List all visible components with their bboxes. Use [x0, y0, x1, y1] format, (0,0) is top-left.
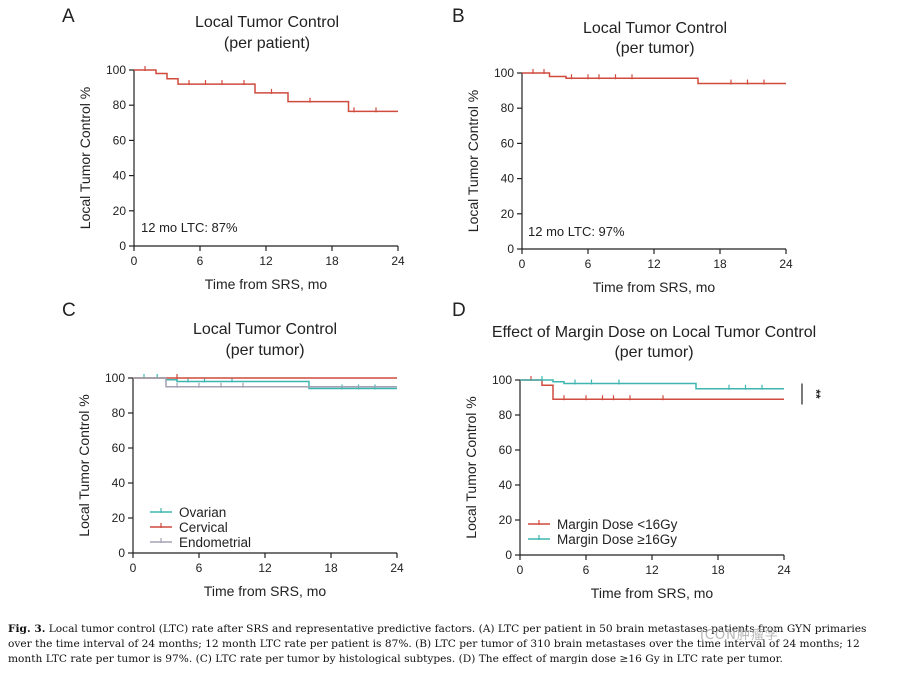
y-tick-label: 100 [494, 66, 514, 80]
y-axis-label: Local Tumor Control % [76, 394, 92, 536]
x-tick-label: 0 [517, 563, 524, 577]
y-tick-label: 60 [113, 133, 127, 147]
caption-text: Local tumor control (LTC) rate after SRS… [8, 623, 867, 665]
y-tick-label: 80 [499, 408, 513, 422]
legend-label: Cervical [179, 520, 228, 535]
legend-label: Ovarian [179, 505, 226, 520]
y-tick-label: 40 [113, 169, 127, 183]
y-axis-label: Local Tumor Control % [77, 87, 93, 229]
y-axis-label: Local Tumor Control % [463, 396, 479, 538]
x-tick-label: 18 [713, 257, 727, 271]
figure: A Local Tumor Control (per patient) 0 6 12 18 2… [62, 6, 823, 601]
x-tick-label: 18 [711, 563, 725, 577]
panel-letter-b: B [452, 6, 465, 27]
x-tick-label: 0 [519, 257, 526, 271]
x-tick-label: 0 [130, 561, 137, 575]
chart-panel-d: D Effect of Margin Dose on Local Tumor Co… [452, 300, 823, 601]
caption-label: Fig. 3. [8, 623, 46, 635]
y-tick-label: 20 [112, 511, 126, 525]
ltc-annotation: 12 mo LTC: 97% [528, 224, 625, 239]
y-tick-label: 40 [501, 172, 515, 186]
series-line-survival [134, 69, 398, 113]
x-tick-label: 6 [197, 254, 204, 268]
x-axis-label: Time from SRS, mo [591, 585, 714, 601]
x-tick-label: 12 [647, 257, 661, 271]
x-tick-label: 18 [325, 254, 339, 268]
x-tick-label: 24 [779, 257, 793, 271]
y-tick-label: 60 [501, 136, 515, 150]
panel-letter-d: D [452, 300, 466, 321]
x-tick-label: 6 [196, 561, 203, 575]
y-tick-label: 80 [501, 101, 515, 115]
chart-panel-c: C Local Tumor Control (per tumor) 0 6 12 18 24 0… [62, 300, 404, 599]
panel-letter-c: C [62, 300, 76, 321]
x-tick-label: 12 [645, 563, 659, 577]
y-tick-label: 60 [112, 441, 126, 455]
y-tick-label: 0 [507, 242, 514, 256]
panel-letter-a: A [62, 6, 75, 27]
y-tick-label: 80 [112, 406, 126, 420]
chart-title-line-2: (per patient) [224, 35, 310, 52]
chart-title-line-2: (per tumor) [615, 40, 694, 57]
chart-title-line-1: Local Tumor Control [583, 20, 727, 37]
y-tick-label: 20 [501, 207, 515, 221]
y-tick-label: 100 [492, 373, 512, 387]
x-tick-label: 0 [131, 254, 138, 268]
chart-title-line-1: Local Tumor Control [193, 321, 337, 338]
y-tick-label: 60 [499, 443, 513, 457]
series-line-margin-dose-16gy [520, 379, 784, 390]
significance-label: ** [809, 389, 823, 399]
y-tick-label: 100 [105, 371, 125, 385]
x-axis-label: Time from SRS, mo [593, 279, 716, 295]
x-tick-label: 12 [259, 254, 273, 268]
x-axis-label: Time from SRS, mo [205, 276, 328, 292]
chart-panel-b: B Local Tumor Control (per tumor) 0 6 12 18 24 0… [452, 6, 793, 295]
watermark-text: ICON肿瘤学 [700, 628, 779, 643]
y-tick-label: 20 [113, 204, 127, 218]
figure-caption: Fig. 3. Local tumor control (LTC) rate a… [8, 622, 893, 667]
chart-panel-a: A Local Tumor Control (per patient) 0 6 12 18 2… [62, 6, 405, 292]
ltc-annotation: 12 mo LTC: 87% [141, 220, 238, 235]
y-axis-label: Local Tumor Control % [465, 90, 481, 232]
y-tick-label: 20 [499, 513, 513, 527]
x-tick-label: 18 [324, 561, 338, 575]
chart-title-line-1: Local Tumor Control [195, 14, 339, 31]
x-tick-label: 6 [583, 563, 590, 577]
chart-title-line-1: Effect of Margin Dose on Local Tumor Con… [492, 324, 816, 341]
chart-title-line-2: (per tumor) [614, 344, 693, 361]
y-tick-label: 40 [499, 478, 513, 492]
x-tick-label: 12 [258, 561, 272, 575]
y-tick-label: 0 [119, 239, 126, 253]
y-tick-label: 100 [106, 63, 126, 77]
y-tick-label: 0 [505, 548, 512, 562]
series-line-survival [522, 72, 786, 85]
x-tick-label: 6 [585, 257, 592, 271]
y-tick-label: 40 [112, 476, 126, 490]
legend-label: Endometrial [179, 535, 251, 550]
legend-label: Margin Dose <16Gy [557, 517, 678, 532]
y-tick-label: 0 [118, 546, 125, 560]
chart-title-line-2: (per tumor) [225, 342, 304, 359]
x-tick-label: 24 [391, 254, 405, 268]
series-line-endometrial [133, 377, 397, 388]
x-axis-label: Time from SRS, mo [204, 583, 327, 599]
x-tick-label: 24 [390, 561, 404, 575]
x-tick-label: 24 [777, 563, 791, 577]
y-tick-label: 80 [113, 98, 127, 112]
legend-label: Margin Dose ≥16Gy [557, 532, 677, 547]
